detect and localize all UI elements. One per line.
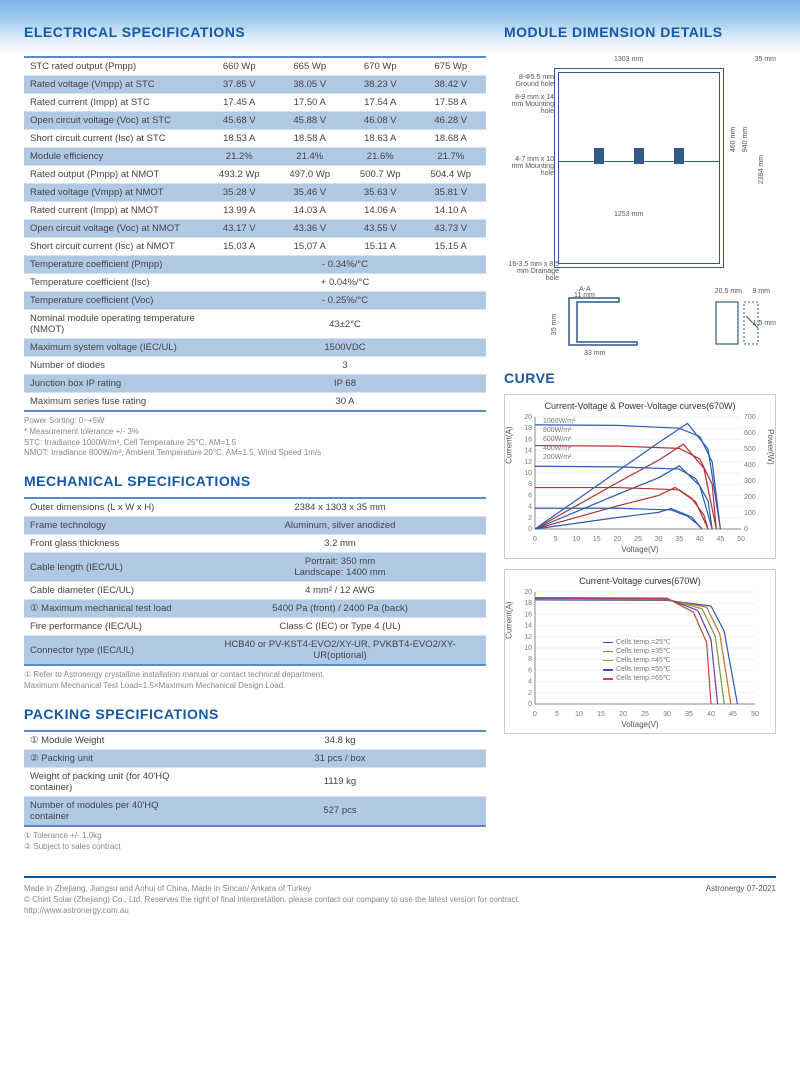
- table-row: Rated voltage (Vmpp) at STC37.85 V38.05 …: [24, 76, 486, 94]
- svg-text:10: 10: [524, 470, 532, 477]
- table-row: Frame technologyAluminum, silver anodize…: [24, 517, 486, 535]
- svg-text:16: 16: [524, 611, 532, 618]
- svg-text:40: 40: [696, 536, 704, 543]
- mechanical-notes: ① Refer to Astronergy crystalline instal…: [24, 670, 486, 692]
- svg-text:20: 20: [524, 414, 532, 421]
- electrical-title: ELECTRICAL SPECIFICATIONS: [24, 24, 486, 40]
- svg-text:0: 0: [533, 536, 537, 543]
- svg-text:25: 25: [634, 536, 642, 543]
- table-row: Fire performance (IEC/UL)Class C (IEC) o…: [24, 618, 486, 636]
- table-row: Maximum series fuse rating30 A: [24, 393, 486, 412]
- table-row: Rated output (Pmpp) at NMOT493.2 Wp497.0…: [24, 166, 486, 184]
- svg-text:200: 200: [744, 494, 756, 501]
- table-row: Module efficiency21.2%21.4%21.6%21.7%: [24, 148, 486, 166]
- table-row: Connector type (IEC/UL)HCB40 or PV-KST4-…: [24, 636, 486, 666]
- electrical-notes: Power Sorting: 0~+5W* Measurement tolera…: [24, 416, 486, 459]
- table-row: Maximum system voltage (IEC/UL)1500VDC: [24, 339, 486, 357]
- table-row: Rated current (Impp) at STC17.45 A17.50 …: [24, 94, 486, 112]
- iv-pv-chart: Current-Voltage & Power-Voltage curves(6…: [504, 394, 776, 559]
- table-row: Open circuit voltage (Voc) at STC45.68 V…: [24, 112, 486, 130]
- svg-text:4: 4: [528, 504, 532, 511]
- svg-text:2: 2: [528, 690, 532, 697]
- svg-text:600: 600: [744, 430, 756, 437]
- svg-text:14: 14: [524, 623, 532, 630]
- svg-text:30: 30: [655, 536, 663, 543]
- svg-text:15: 15: [597, 711, 605, 718]
- table-row: Number of modules per 40'HQ container527…: [24, 796, 486, 826]
- table-row: Junction box IP ratingIP 68: [24, 375, 486, 393]
- svg-text:20: 20: [524, 589, 532, 596]
- svg-text:10: 10: [524, 645, 532, 652]
- svg-text:12: 12: [524, 634, 532, 641]
- svg-text:6: 6: [528, 667, 532, 674]
- mechanical-table: Outer dimensions (L x W x H)2384 x 1303 …: [24, 497, 486, 666]
- svg-text:5: 5: [555, 711, 559, 718]
- svg-text:45: 45: [729, 711, 737, 718]
- svg-text:300: 300: [744, 478, 756, 485]
- svg-text:100: 100: [744, 510, 756, 517]
- table-row: Cable diameter (IEC/UL)4 mm² / 12 AWG: [24, 582, 486, 600]
- packing-table: ① Module Weight34.8 kg② Packing unit31 p…: [24, 730, 486, 827]
- table-row: Temperature coefficient (Pmpp)- 0.34%/°C: [24, 256, 486, 274]
- svg-text:700: 700: [744, 414, 756, 421]
- svg-text:20: 20: [619, 711, 627, 718]
- svg-text:16: 16: [524, 436, 532, 443]
- svg-text:2: 2: [528, 515, 532, 522]
- curve-title: CURVE: [504, 370, 776, 386]
- svg-text:15: 15: [593, 536, 601, 543]
- svg-text:50: 50: [751, 711, 759, 718]
- packing-notes: ① Tolerance +/- 1.0kg② Subject to sales …: [24, 831, 486, 853]
- svg-text:12: 12: [524, 459, 532, 466]
- svg-text:0: 0: [533, 711, 537, 718]
- svg-text:5: 5: [554, 536, 558, 543]
- svg-text:8: 8: [528, 481, 532, 488]
- svg-text:35: 35: [685, 711, 693, 718]
- svg-text:40: 40: [707, 711, 715, 718]
- table-row: STC rated output (Pmpp)660 Wp665 Wp670 W…: [24, 57, 486, 76]
- table-row: Rated voltage (Vmpp) at NMOT35.28 V35.46…: [24, 184, 486, 202]
- table-row: Cable length (IEC/UL)Portrait: 350 mmLan…: [24, 553, 486, 582]
- svg-text:50: 50: [737, 536, 745, 543]
- table-row: Nominal module operating temperature (NM…: [24, 310, 486, 339]
- table-row: Short circuit current (Isc) at NMOT15.03…: [24, 238, 486, 256]
- table-row: Number of diodes3: [24, 357, 486, 375]
- table-row: Outer dimensions (L x W x H)2384 x 1303 …: [24, 498, 486, 517]
- svg-text:45: 45: [717, 536, 725, 543]
- svg-text:0: 0: [744, 526, 748, 533]
- mechanical-title: MECHANICAL SPECIFICATIONS: [24, 473, 486, 489]
- svg-text:20: 20: [614, 536, 622, 543]
- svg-text:18: 18: [524, 425, 532, 432]
- svg-text:35: 35: [675, 536, 683, 543]
- svg-text:500: 500: [744, 446, 756, 453]
- table-row: Open circuit voltage (Voc) at NMOT43.17 …: [24, 220, 486, 238]
- svg-text:30: 30: [663, 711, 671, 718]
- table-row: Temperature coefficient (Voc)- 0.25%/°C: [24, 292, 486, 310]
- svg-text:0: 0: [528, 701, 532, 708]
- dimension-title: MODULE DIMENSION DETAILS: [504, 24, 776, 40]
- svg-text:6: 6: [528, 492, 532, 499]
- packing-title: PACKING SPECIFICATIONS: [24, 706, 486, 722]
- table-row: Short circuit current (Isc) at STC18.53 …: [24, 130, 486, 148]
- table-row: ① Maximum mechanical test load5400 Pa (f…: [24, 600, 486, 618]
- svg-text:8: 8: [528, 656, 532, 663]
- svg-text:25: 25: [641, 711, 649, 718]
- svg-text:14: 14: [524, 448, 532, 455]
- table-row: Front glass thickness3.2 mm: [24, 535, 486, 553]
- table-row: Weight of packing unit (for 40'HQ contai…: [24, 767, 486, 796]
- table-row: ② Packing unit31 pcs / box: [24, 749, 486, 767]
- electrical-table: STC rated output (Pmpp)660 Wp665 Wp670 W…: [24, 56, 486, 412]
- table-row: Temperature coefficient (Isc)+ 0.04%/°C: [24, 274, 486, 292]
- svg-text:4: 4: [528, 679, 532, 686]
- table-row: Rated current (Impp) at NMOT13.99 A14.03…: [24, 202, 486, 220]
- svg-text:0: 0: [528, 526, 532, 533]
- svg-text:400: 400: [744, 462, 756, 469]
- module-diagram: 1303 mm 35 mm 8-Φ5.5 mm Ground hole 8-9 …: [504, 56, 776, 356]
- table-row: ① Module Weight34.8 kg: [24, 731, 486, 750]
- svg-text:18: 18: [524, 600, 532, 607]
- page-footer: Made in Zhejiang, Jiangsu and Anhui of C…: [24, 876, 776, 916]
- iv-temp-chart: Current-Voltage curves(670W) Current(A) …: [504, 569, 776, 734]
- svg-text:10: 10: [572, 536, 580, 543]
- svg-text:10: 10: [575, 711, 583, 718]
